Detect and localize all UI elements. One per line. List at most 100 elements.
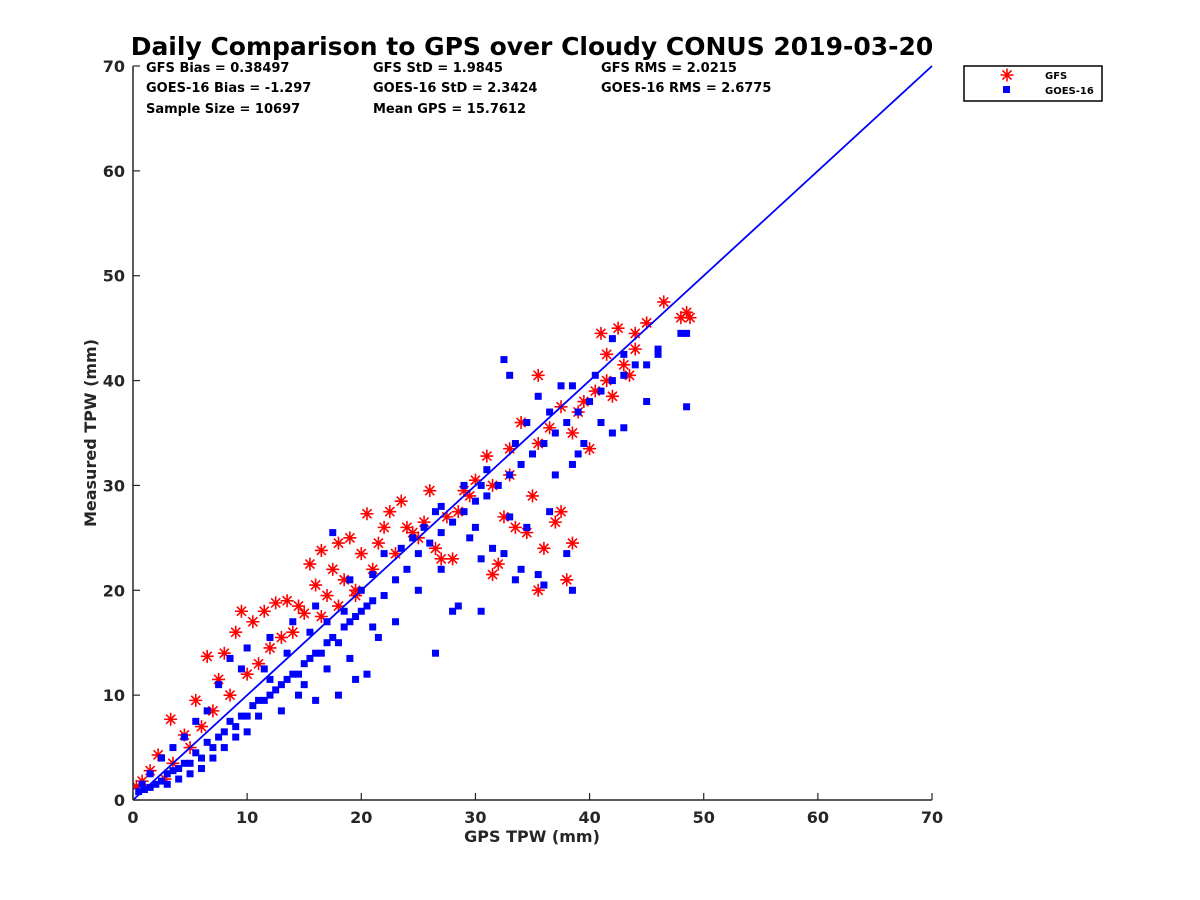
goes16-point xyxy=(369,623,377,631)
goes16-point xyxy=(237,712,245,720)
axes xyxy=(132,66,932,801)
goes16-point xyxy=(534,392,542,400)
goes16-point xyxy=(209,744,217,752)
y-tick-label: 10 xyxy=(103,686,125,705)
legend-goes16-label: GOES-16 xyxy=(1045,86,1094,97)
gfs-point xyxy=(189,693,203,707)
gfs-point xyxy=(520,526,534,540)
goes16-point xyxy=(683,403,691,411)
goes16-point xyxy=(209,754,217,762)
goes16-point xyxy=(380,550,388,558)
goes16-point xyxy=(586,398,594,406)
goes16-point xyxy=(597,387,605,395)
goes16-point xyxy=(540,581,548,589)
goes16-point xyxy=(597,419,605,427)
gfs-point xyxy=(428,541,442,555)
goes16-point xyxy=(346,618,354,626)
goes16-point xyxy=(323,639,331,647)
gfs-point xyxy=(486,478,500,492)
gfs-point xyxy=(680,305,694,319)
goes16-point xyxy=(295,691,303,699)
gfs-point xyxy=(486,568,500,582)
goes16-point xyxy=(620,371,628,379)
goes16-point xyxy=(255,696,263,704)
gfs-point xyxy=(588,384,602,398)
goes16-point xyxy=(477,481,485,489)
y-tick-label: 30 xyxy=(103,476,125,495)
goes16-point xyxy=(471,523,479,531)
gfs-point xyxy=(440,510,454,524)
legend-gfs-label: GFS xyxy=(1045,71,1067,82)
goes16-point xyxy=(312,649,320,657)
goes16-point xyxy=(169,744,177,752)
gfs-point xyxy=(417,515,431,529)
goes16-point xyxy=(643,398,651,406)
gfs-point xyxy=(611,321,625,335)
goes16-point xyxy=(483,466,491,474)
goes16-point xyxy=(631,361,639,369)
goes16-point xyxy=(500,356,508,364)
y-tick-label: 50 xyxy=(103,267,125,286)
goes16-point xyxy=(289,670,297,678)
goes16-point xyxy=(295,670,303,678)
gfs-point xyxy=(246,615,260,629)
goes16-point xyxy=(374,633,382,641)
goes16-point xyxy=(340,623,348,631)
goes16-point xyxy=(500,550,508,558)
goes16-point xyxy=(163,780,171,788)
goes16-point xyxy=(180,733,188,741)
goes16-point xyxy=(568,586,576,594)
goes16-point xyxy=(300,681,308,689)
stat-sample-size: Sample Size = 10697 xyxy=(146,102,300,117)
goes16-point xyxy=(283,649,291,657)
gfs-point xyxy=(683,311,697,325)
goes16-point xyxy=(260,696,268,704)
goes16-point xyxy=(523,419,531,427)
goes16-point xyxy=(608,335,616,343)
gfs-point xyxy=(457,484,471,498)
goes16-point xyxy=(352,613,360,620)
goes16-point xyxy=(146,783,154,791)
goes16-point xyxy=(163,770,171,778)
goes16-point xyxy=(180,759,188,767)
gfs-point xyxy=(331,536,345,550)
goes16-point xyxy=(454,602,462,610)
goes16-point xyxy=(414,550,422,558)
gfs-point xyxy=(360,507,374,521)
goes16-point xyxy=(243,644,251,652)
gfs-point xyxy=(560,573,574,587)
gfs-point xyxy=(309,578,323,592)
goes16-point xyxy=(494,481,502,489)
gfs-point xyxy=(434,552,448,566)
gfs-point xyxy=(537,541,551,555)
goes16-point xyxy=(312,602,320,610)
gfs-point xyxy=(320,589,334,603)
gfs-point xyxy=(337,573,351,587)
x-tick-label: 0 xyxy=(127,808,138,827)
gfs-point xyxy=(200,649,214,663)
goes16-point xyxy=(392,618,400,626)
chart-title: Daily Comparison to GPS over Cloudy CONU… xyxy=(131,32,934,61)
goes16-point xyxy=(489,544,497,552)
goes16-point xyxy=(397,544,405,552)
goes16-point xyxy=(346,576,354,584)
gfs-point xyxy=(657,295,671,309)
x-tick-label: 50 xyxy=(693,808,715,827)
goes16-point xyxy=(357,607,365,615)
goes16-point xyxy=(266,691,274,699)
goes16-point xyxy=(334,639,342,647)
goes16-point xyxy=(220,728,228,736)
gfs-point xyxy=(446,552,460,566)
goes16-point xyxy=(306,628,314,636)
gfs-point xyxy=(565,536,579,550)
gfs-point xyxy=(326,562,340,576)
goes16-point xyxy=(431,649,439,657)
gfs-point xyxy=(617,358,631,372)
goes16-point xyxy=(226,717,234,725)
gfs-point xyxy=(674,311,688,325)
goes16-point xyxy=(460,508,468,516)
y-tick-label: 70 xyxy=(103,57,125,76)
y-tick-label: 40 xyxy=(103,372,125,391)
stat-goes-std: GOES-16 StD = 2.3424 xyxy=(373,81,537,96)
